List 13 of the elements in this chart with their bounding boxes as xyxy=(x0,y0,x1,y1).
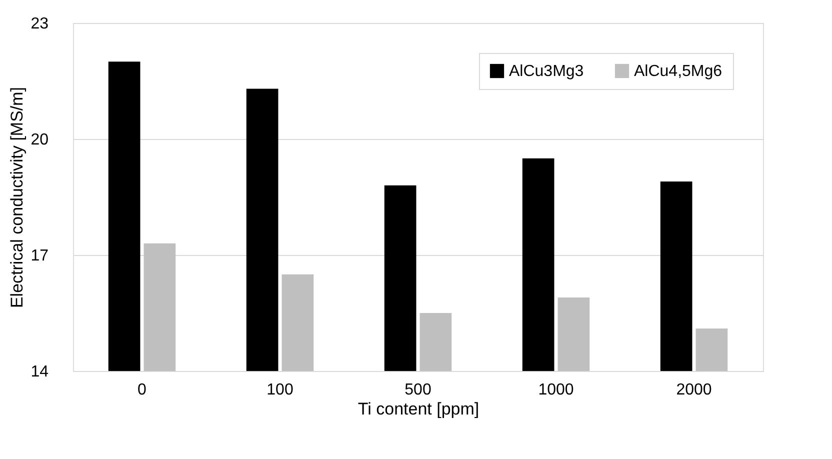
legend-label: AlCu3Mg3 xyxy=(509,63,584,80)
y-tick-label: 14 xyxy=(30,364,49,380)
x-tick-label: 100 xyxy=(266,382,294,398)
x-axis-title: Ti content [ppm] xyxy=(358,400,480,418)
y-tick-label: 17 xyxy=(30,248,49,264)
y-axis-title: Electrical conductivity [MS/m] xyxy=(8,86,27,308)
x-tick-label: 500 xyxy=(404,382,432,398)
y-tick-label: 23 xyxy=(30,16,49,32)
x-tick-label: 0 xyxy=(138,382,147,398)
y-tick-label: 20 xyxy=(30,132,49,148)
legend-label: AlCu4,5Mg6 xyxy=(634,63,722,80)
x-tick-label: 1000 xyxy=(538,382,574,398)
x-tick-label: 2000 xyxy=(676,382,712,398)
